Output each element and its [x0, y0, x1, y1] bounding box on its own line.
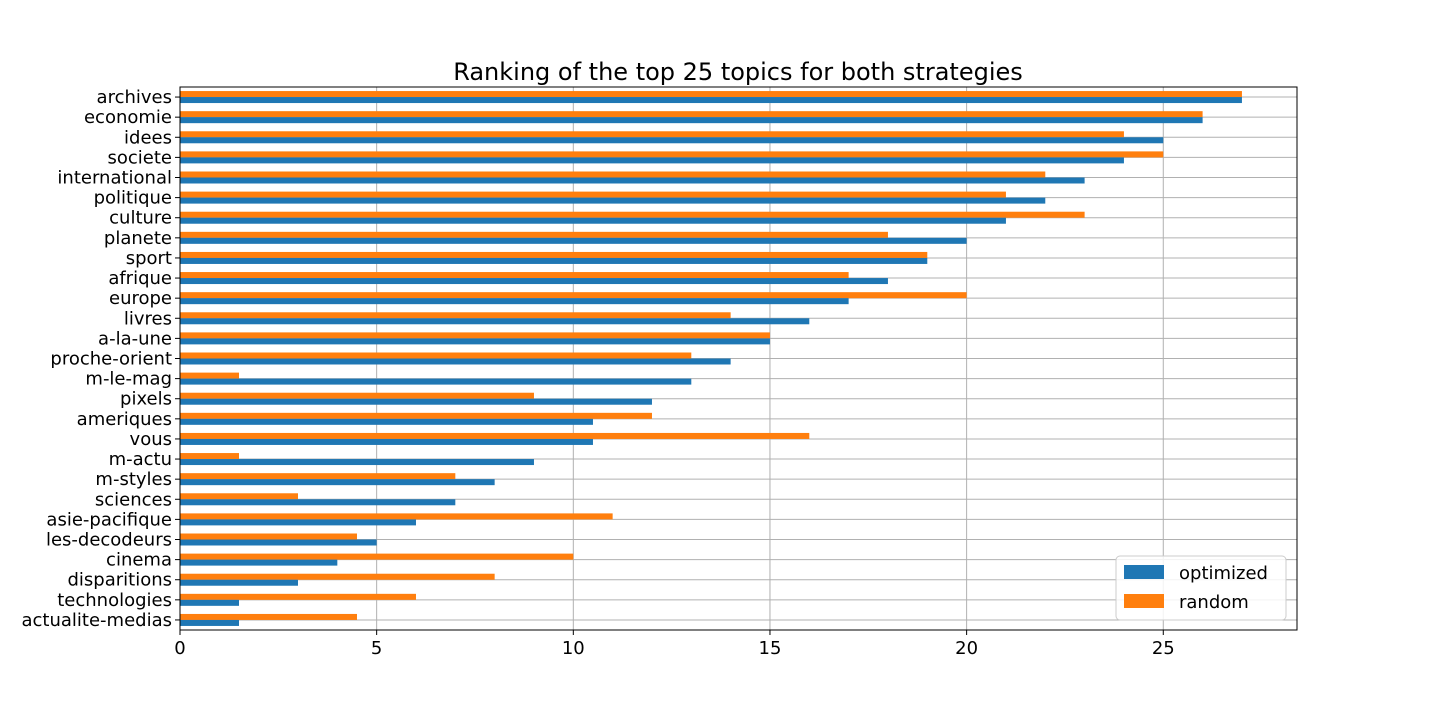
y-tick-label-asie-pacifique: asie-pacifique — [46, 509, 172, 530]
bar-random-pixels — [180, 392, 534, 399]
y-tick-label-a-la-une: a-la-une — [98, 328, 172, 349]
y-tick-label-planete: planete — [104, 228, 172, 249]
y-tick-label-idees: idees — [124, 127, 172, 148]
bar-optimized-m-le-mag — [180, 378, 692, 385]
bar-random-m-actu — [180, 453, 239, 460]
y-tick-label-ameriques: ameriques — [77, 409, 172, 430]
y-tick-label-les-decodeurs: les-decodeurs — [46, 530, 172, 551]
y-tick-label-proche-orient: proche-orient — [50, 349, 172, 370]
y-tick-label-vous: vous — [130, 429, 172, 450]
y-tick-label-economie: economie — [84, 107, 172, 128]
bar-optimized-livres — [180, 318, 810, 325]
y-tick-label-culture: culture — [109, 208, 172, 229]
legend-label-optimized: optimized — [1179, 563, 1268, 584]
bar-random-les-decodeurs — [180, 533, 357, 540]
y-tick-label-technologies: technologies — [57, 590, 172, 611]
legend-label-random: random — [1179, 592, 1249, 613]
x-tick-label: 20 — [955, 638, 978, 659]
y-tick-label-international: international — [57, 168, 172, 189]
bar-optimized-sciences — [180, 499, 456, 506]
bar-optimized-les-decodeurs — [180, 539, 377, 546]
bar-optimized-international — [180, 177, 1085, 184]
bar-optimized-economie — [180, 117, 1203, 124]
bar-random-societe — [180, 151, 1164, 158]
y-tick-label-afrique: afrique — [108, 268, 172, 289]
bar-optimized-vous — [180, 438, 593, 445]
legend-swatch-optimized — [1124, 565, 1164, 579]
y-tick-label-politique: politique — [94, 188, 172, 209]
bar-optimized-pixels — [180, 398, 652, 405]
y-tick-label-m-actu: m-actu — [109, 449, 172, 470]
bar-optimized-idees — [180, 137, 1164, 144]
bar-random-politique — [180, 191, 1006, 198]
bar-random-a-la-une — [180, 332, 770, 339]
y-tick-label-pixels: pixels — [120, 389, 172, 410]
y-tick-label-m-le-mag: m-le-mag — [85, 369, 172, 390]
legend-swatch-random — [1124, 594, 1164, 608]
bar-random-m-styles — [180, 473, 456, 480]
bar-random-ameriques — [180, 412, 652, 419]
x-tick-label: 25 — [1152, 638, 1175, 659]
bar-random-technologies — [180, 593, 416, 600]
bar-optimized-m-styles — [180, 479, 495, 486]
bar-optimized-archives — [180, 97, 1242, 104]
bar-optimized-proche-orient — [180, 358, 731, 365]
bar-optimized-disparitions — [180, 579, 298, 586]
x-tick-label: 5 — [371, 638, 382, 659]
bar-random-sport — [180, 251, 928, 258]
bar-random-economie — [180, 111, 1203, 118]
bar-random-idees — [180, 131, 1124, 138]
axis-ticks: 0 5 10 15 20 25 archiveseconomieideessocietein… — [22, 87, 1175, 659]
y-tick-label-actualite-medias: actualite-medias — [22, 610, 173, 631]
x-tick-label: 15 — [759, 638, 782, 659]
bar-optimized-politique — [180, 197, 1046, 204]
bar-random-europe — [180, 292, 967, 299]
bar-random-archives — [180, 91, 1242, 98]
x-tick-label: 0 — [174, 638, 185, 659]
bar-optimized-societe — [180, 157, 1124, 164]
bar-optimized-asie-pacifique — [180, 519, 416, 526]
x-tick-label: 10 — [562, 638, 585, 659]
y-tick-label-cinema: cinema — [106, 550, 172, 571]
bar-random-vous — [180, 432, 810, 439]
bar-optimized-actualite-medias — [180, 619, 239, 626]
bar-random-planete — [180, 231, 888, 238]
y-tick-label-livres: livres — [124, 308, 172, 329]
bar-random-m-le-mag — [180, 372, 239, 379]
bar-optimized-technologies — [180, 599, 239, 606]
bar-optimized-afrique — [180, 278, 888, 285]
y-tick-label-sciences: sciences — [95, 489, 172, 510]
bar-random-proche-orient — [180, 352, 692, 359]
bar-optimized-cinema — [180, 559, 338, 566]
bar-optimized-planete — [180, 237, 967, 244]
bar-random-cinema — [180, 553, 574, 560]
bar-random-sciences — [180, 493, 298, 500]
bar-random-actualite-medias — [180, 613, 357, 620]
bar-random-afrique — [180, 272, 849, 279]
bar-optimized-a-la-une — [180, 338, 770, 345]
bar-optimized-ameriques — [180, 418, 593, 425]
chart-title: Ranking of the top 25 topics for both st… — [453, 58, 1023, 86]
bars — [180, 91, 1242, 626]
y-tick-label-societe: societe — [108, 147, 173, 168]
bar-optimized-europe — [180, 298, 849, 305]
bar-optimized-sport — [180, 257, 928, 264]
y-tick-label-europe: europe — [109, 288, 172, 309]
y-tick-label-sport: sport — [126, 248, 172, 269]
bar-random-asie-pacifique — [180, 513, 613, 520]
bar-optimized-culture — [180, 217, 1006, 224]
bar-random-disparitions — [180, 573, 495, 580]
bar-random-culture — [180, 211, 1085, 218]
y-tick-label-archives: archives — [97, 87, 172, 108]
y-tick-label-m-styles: m-styles — [95, 469, 172, 490]
bar-optimized-m-actu — [180, 459, 534, 466]
bar-random-international — [180, 171, 1046, 178]
y-tick-label-disparitions: disparitions — [67, 570, 172, 591]
bar-random-livres — [180, 312, 731, 319]
legend: optimized random — [1115, 555, 1287, 621]
